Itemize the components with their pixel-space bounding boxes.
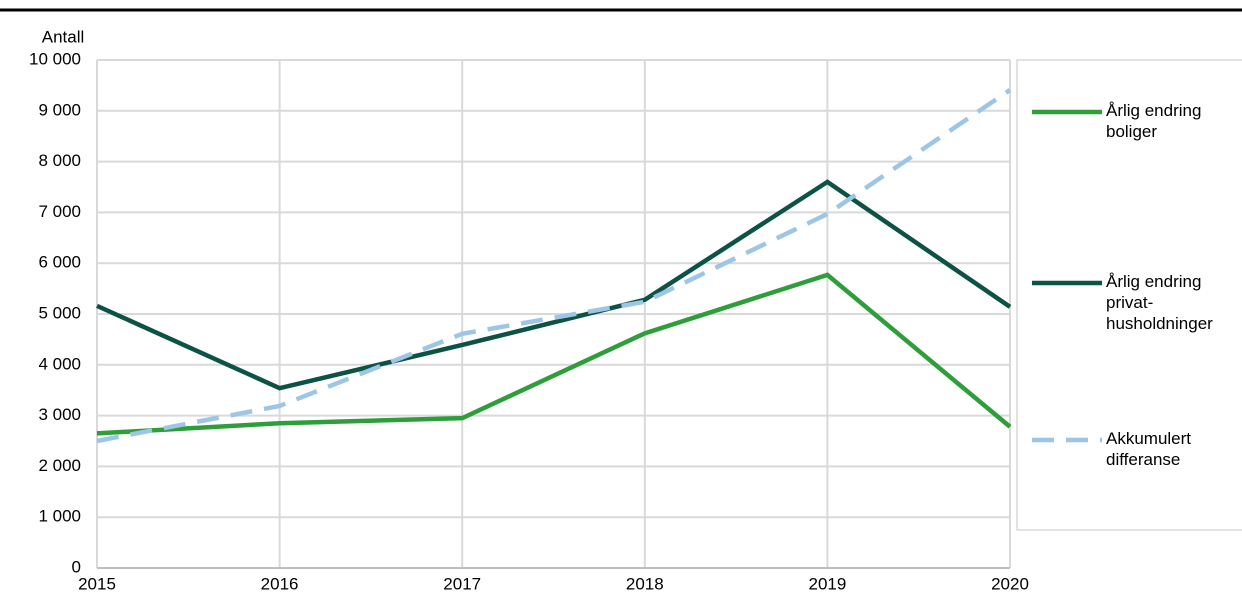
y-tick-label: 9 000 — [38, 100, 81, 119]
x-tick-label: 2016 — [261, 574, 299, 593]
y-tick-label: 2 000 — [38, 456, 81, 475]
legend-box — [1016, 59, 1242, 531]
y-tick-label: 8 000 — [38, 151, 81, 170]
y-tick-label: 1 000 — [38, 507, 81, 526]
y-tick-label: 10 000 — [29, 49, 81, 68]
x-tick-label: 2017 — [443, 574, 481, 593]
y-axis-label: Antall — [42, 27, 85, 46]
legend-label: Årlig endring boliger — [1106, 101, 1206, 141]
series-line — [96, 272, 1012, 436]
x-tick-label: 2015 — [78, 574, 116, 593]
y-tick-label: 7 000 — [38, 202, 81, 221]
y-tick-label: 3 000 — [38, 405, 81, 424]
y-tick-label: 6 000 — [38, 253, 81, 272]
legend-label: Akkumulert differanse — [1106, 429, 1196, 469]
x-tick-label: 2019 — [808, 574, 846, 593]
y-tick-label: 5 000 — [38, 303, 81, 322]
series-line — [96, 88, 1012, 444]
y-tick-label: 4 000 — [38, 354, 81, 373]
legend-label: Årlig endring privat-husholdninger — [1106, 272, 1213, 333]
x-tick-label: 2020 — [991, 574, 1029, 593]
series-line — [96, 179, 1012, 391]
x-tick-label: 2018 — [626, 574, 664, 593]
y-tick-label: 0 — [72, 557, 81, 576]
